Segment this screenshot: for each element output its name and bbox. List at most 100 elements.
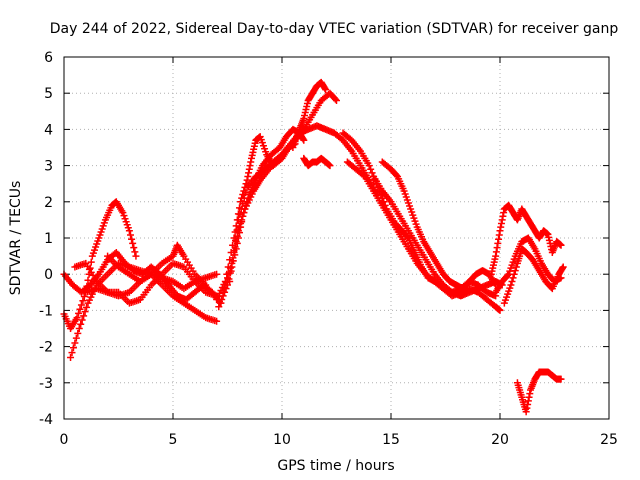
data-point <box>79 297 87 305</box>
data-point <box>557 241 565 249</box>
series-track-12 <box>300 154 334 170</box>
x-tick-label: 5 <box>169 432 178 448</box>
data-point <box>130 244 138 252</box>
y-tick-label: 5 <box>44 86 53 102</box>
data-point <box>368 169 376 177</box>
data-point <box>131 248 139 256</box>
data-point <box>240 209 248 217</box>
data-point <box>83 303 91 311</box>
data-point <box>365 162 373 170</box>
data-point <box>496 306 504 314</box>
data-point <box>68 349 76 357</box>
y-tick-label: -1 <box>39 303 53 319</box>
series-track-5 <box>82 259 221 307</box>
data-point <box>359 171 367 179</box>
data-point <box>132 252 140 260</box>
x-tick-label: 25 <box>600 432 618 448</box>
series-track-20 <box>513 368 565 416</box>
data-point <box>129 239 137 247</box>
data-point <box>509 274 517 282</box>
data-point <box>128 235 136 243</box>
data-point <box>239 200 247 208</box>
y-tick-label: -3 <box>39 376 53 392</box>
data-point <box>215 303 223 311</box>
data-point <box>72 334 80 342</box>
data-point <box>331 95 339 103</box>
series-track-14 <box>343 158 504 314</box>
y-tick-label: 0 <box>44 267 53 283</box>
chart-title: Day 244 of 2022, Sidereal Day-to-day VTE… <box>50 21 619 37</box>
y-axis-label: SDTVAR / TECUs <box>8 181 24 296</box>
plot-frame <box>63 56 610 420</box>
data-point <box>87 258 95 266</box>
data-point <box>224 274 231 282</box>
y-tick-label: 6 <box>44 50 53 66</box>
data-point <box>237 220 245 228</box>
data-point <box>69 344 77 352</box>
y-tick-label: 2 <box>44 195 53 211</box>
data-point <box>230 247 238 255</box>
data-point <box>326 162 334 170</box>
data-point <box>300 136 308 144</box>
data-points <box>60 78 567 416</box>
data-point <box>222 279 230 287</box>
y-tick-label: 1 <box>44 231 53 247</box>
data-point <box>234 216 242 224</box>
data-point <box>78 316 86 324</box>
data-point <box>333 96 340 104</box>
y-tick-label: -4 <box>39 412 53 428</box>
data-point <box>227 267 235 275</box>
data-point <box>77 301 85 309</box>
data-point <box>236 210 244 218</box>
x-tick-label: 0 <box>60 432 69 448</box>
series-track-6 <box>104 241 210 289</box>
y-tick-label: 3 <box>44 159 53 175</box>
data-point <box>75 309 83 317</box>
data-point <box>222 285 230 293</box>
data-point <box>508 277 516 285</box>
data-point <box>559 263 567 271</box>
data-point <box>75 325 83 332</box>
data-point <box>77 320 85 328</box>
data-point <box>213 270 221 278</box>
series-track-19 <box>500 245 567 307</box>
data-point <box>229 257 237 265</box>
data-point <box>557 274 565 282</box>
data-point <box>240 194 248 202</box>
data-point <box>80 293 88 301</box>
data-point <box>237 205 245 213</box>
data-point <box>125 227 133 235</box>
x-tick-label: 10 <box>273 432 291 448</box>
data-point <box>84 276 92 284</box>
data-point <box>231 236 239 244</box>
y-tick-label: -2 <box>39 340 53 356</box>
series-track-11 <box>289 78 330 151</box>
data-point <box>512 263 520 271</box>
data-point <box>242 189 250 197</box>
data-point <box>233 226 241 234</box>
x-tick-label: 15 <box>382 432 400 448</box>
data-point <box>80 312 88 320</box>
data-point <box>71 339 79 347</box>
series-track-1 <box>60 198 140 332</box>
data-point <box>557 375 565 383</box>
data-point <box>73 314 81 322</box>
y-tick-label: 4 <box>44 122 53 138</box>
data-point <box>504 271 512 279</box>
data-point <box>216 299 224 307</box>
y-tick-labels: -4 -3 -2 -1 0 1 2 3 4 5 6 <box>39 50 53 428</box>
data-point <box>213 317 221 325</box>
data-point <box>126 231 134 239</box>
data-point <box>231 243 239 251</box>
x-tick-label: 20 <box>491 432 509 448</box>
data-point <box>67 353 75 361</box>
data-point <box>403 233 411 241</box>
series-track-17 <box>487 201 565 278</box>
x-tick-labels: 0 5 10 15 20 25 <box>60 432 618 448</box>
data-point <box>218 296 226 304</box>
data-point <box>392 171 400 179</box>
x-axis-label: GPS time / hours <box>277 458 394 474</box>
data-point <box>511 267 519 275</box>
data-point <box>74 329 82 337</box>
